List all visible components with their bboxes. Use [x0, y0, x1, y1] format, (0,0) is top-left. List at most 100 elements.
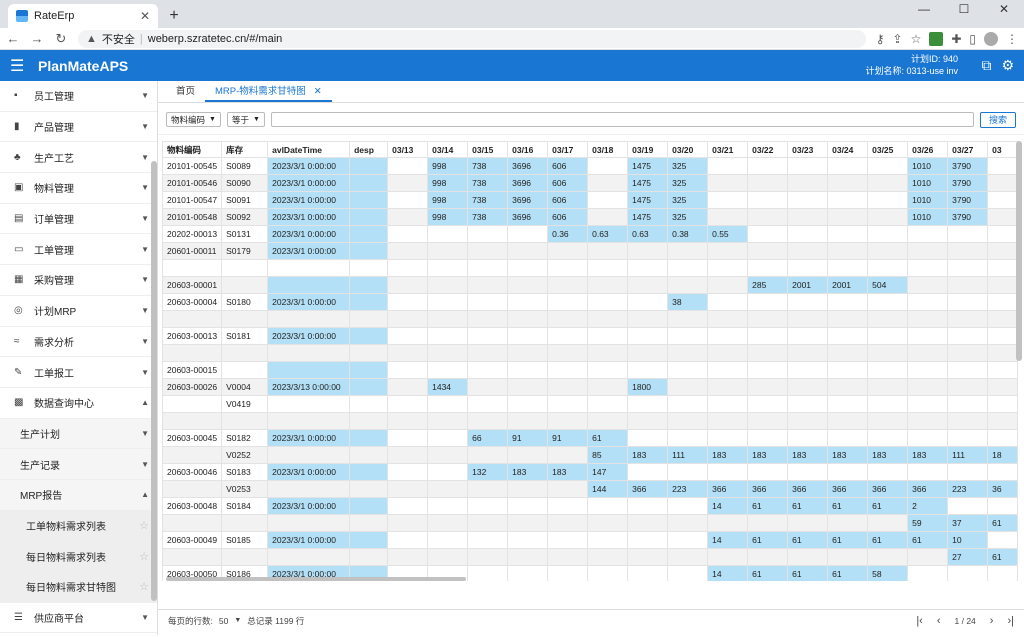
sidebar-scrollbar[interactable]	[151, 161, 157, 601]
column-header[interactable]: 03/24	[827, 141, 869, 158]
table-row[interactable]: 20603-00026 V0004 2023/3/13 0:00:00 1434 180…	[162, 378, 1019, 396]
table-row[interactable]: 20101-00547 S0091 2023/3/1 0:00:00 998 738 36…	[162, 191, 1019, 209]
last-page-icon[interactable]: ›|	[1007, 614, 1014, 627]
sidebar-item-13[interactable]: MRP报告 ▲	[0, 479, 157, 511]
extension-icon[interactable]	[929, 31, 944, 46]
reload-icon[interactable]: ↻	[55, 30, 67, 46]
layout-icon[interactable]: ⧉	[981, 57, 992, 73]
sidebar-item-10[interactable]: ▩ 数据查询中心 ▲	[0, 388, 157, 419]
profile-avatar[interactable]	[984, 31, 998, 46]
sidebar-item-12[interactable]: 生产记录 ▼	[0, 449, 157, 480]
column-header[interactable]: 03/27	[947, 141, 989, 158]
table-row[interactable]: V0253 144 366 223 366 366 366 366 366 366 223 36	[162, 480, 1019, 498]
sidebar-item-3[interactable]: ▣ 物料管理 ▼	[0, 173, 157, 204]
table-row[interactable]: 20101-00548 S0092 2023/3/1 0:00:00 998 738 36…	[162, 208, 1019, 226]
table-row[interactable]: 20603-00046 S0183 2023/3/1 0:00:00 132 183 18…	[162, 463, 1019, 481]
column-header[interactable]: 物料编码	[162, 141, 223, 158]
maximize-icon[interactable]: ☐	[958, 2, 970, 16]
column-header[interactable]: 03/13	[387, 141, 429, 158]
table-row[interactable]: 20603-00045 S0182 2023/3/1 0:00:00 66 91 91 61	[162, 429, 1019, 447]
next-page-icon[interactable]: ›	[989, 614, 994, 627]
sidebar-item-2[interactable]: ♣ 生产工艺 ▼	[0, 142, 157, 174]
column-header[interactable]: 03/18	[587, 141, 629, 158]
close-icon[interactable]: ✕	[313, 86, 322, 97]
table-row[interactable]: 20101-00546 S0090 2023/3/1 0:00:00 998 738 36…	[162, 174, 1019, 192]
table-row[interactable]	[162, 310, 1019, 328]
column-header[interactable]: 03/17	[547, 141, 589, 158]
tab-home[interactable]: 首页	[176, 86, 196, 97]
url-field[interactable]: ▲ 不安全 | weberp.szratetec.cn/#/main	[78, 29, 866, 48]
close-tab-icon[interactable]: ✕	[139, 9, 150, 23]
column-header[interactable]: 库存	[221, 141, 269, 158]
table-row[interactable]: 20202-00013 S0131 2023/3/1 0:00:00 0.36 0.63…	[162, 225, 1019, 243]
table-row[interactable]: 20603-00049 S0185 2023/3/1 0:00:00 14 61 61 61…	[162, 531, 1019, 549]
sidebar-item-15[interactable]: 每日物料需求列表 ☆	[0, 541, 157, 572]
sidebar-item-17[interactable]: ☰ 供应商平台 ▼	[0, 603, 157, 634]
table-row[interactable]	[162, 259, 1019, 277]
sidebar-item-8[interactable]: ≈ 需求分析 ▼	[0, 327, 157, 358]
browser-tab[interactable]: RateErp ✕	[8, 4, 158, 28]
hamburger-menu-icon[interactable]: ☰	[10, 57, 25, 75]
table-row[interactable]: 27 61	[162, 548, 1019, 566]
column-header[interactable]: 03/23	[787, 141, 829, 158]
minimize-icon[interactable]: —	[918, 2, 930, 16]
column-header[interactable]: 03/15	[467, 141, 509, 158]
sidebar-item-1[interactable]: ▮ 产品管理 ▼	[0, 112, 157, 143]
gear-icon[interactable]: ⚙	[1001, 57, 1014, 73]
table-row[interactable]: 20603-00013 S0181 2023/3/1 0:00:00	[162, 327, 1019, 345]
forward-icon[interactable]: →	[30, 31, 44, 46]
bookmark-star-icon[interactable]: ☆	[910, 31, 922, 46]
sidebar-item-11[interactable]: 生产计划 ▼	[0, 418, 157, 450]
sidebar-item-9[interactable]: ✎ 工单报工 ▼	[0, 357, 157, 388]
prev-page-icon[interactable]: ‹	[936, 614, 941, 627]
key-icon[interactable]: ⚷	[875, 31, 885, 46]
browser-menu-icon[interactable]: ⋮	[1006, 31, 1018, 46]
table-row[interactable]: 20603-00004 S0180 2023/3/1 0:00:00 38	[162, 293, 1019, 311]
column-header[interactable]: 03/16	[507, 141, 549, 158]
puzzle-icon[interactable]: ✚	[951, 31, 962, 46]
first-page-icon[interactable]: |‹	[916, 614, 923, 627]
horizontal-scrollbar[interactable]	[166, 577, 466, 581]
filter-value-input[interactable]	[270, 112, 974, 127]
search-button[interactable]: 搜索	[979, 111, 1016, 128]
sidebar-item-5[interactable]: ▭ 工单管理 ▼	[0, 234, 157, 266]
sidebar-item-7[interactable]: ◎ 计划MRP ▼	[0, 296, 157, 327]
favorite-star-icon[interactable]: ☆	[139, 519, 149, 532]
favorite-star-icon[interactable]: ☆	[139, 581, 149, 594]
sidebar-item-14[interactable]: 工单物料需求列表 ☆	[0, 510, 157, 542]
table-row[interactable]: 20603-00015	[162, 361, 1019, 379]
column-header[interactable]: 03/26	[907, 141, 949, 158]
sidepanel-icon[interactable]: ▯	[969, 31, 976, 46]
table-row[interactable]: V0419	[162, 395, 1019, 413]
filter-field-select[interactable]: 物料编码 ▼	[166, 112, 221, 127]
page-size-select[interactable]: 50	[218, 615, 229, 626]
table-row[interactable]: V0252 85 183 111 183 183 183 183 183 183 111 18	[162, 446, 1019, 464]
column-header[interactable]: 03/19	[627, 141, 669, 158]
favorite-star-icon[interactable]: ☆	[139, 550, 149, 563]
close-window-icon[interactable]: ✕	[998, 2, 1010, 16]
share-icon[interactable]: ⇪	[892, 31, 903, 46]
sidebar-item-0[interactable]: ▪ 员工管理 ▼	[0, 81, 157, 112]
sidebar-item-4[interactable]: ▤ 订单管理 ▼	[0, 204, 157, 235]
table-row[interactable]	[162, 344, 1019, 362]
filter-operator-select[interactable]: 等于 ▼	[226, 112, 265, 127]
sidebar-item-6[interactable]: ▦ 采购管理 ▼	[0, 265, 157, 296]
column-header[interactable]: 03	[987, 141, 1019, 158]
table-row[interactable]: 20603-00048 S0184 2023/3/1 0:00:00 14 61 61 61…	[162, 497, 1019, 515]
new-tab-button[interactable]: +	[169, 7, 179, 24]
column-header[interactable]: avlDateTime	[267, 141, 351, 158]
column-header[interactable]: 03/22	[747, 141, 789, 158]
table-row[interactable]	[162, 412, 1019, 430]
back-icon[interactable]: ←	[6, 31, 20, 46]
column-header[interactable]: 03/21	[707, 141, 749, 158]
column-header[interactable]: 03/20	[667, 141, 709, 158]
table-row[interactable]: 59 37 61	[162, 514, 1019, 532]
sidebar-item-16[interactable]: 每日物料需求甘特图 ☆	[0, 572, 157, 603]
table-row[interactable]: 20601-00011 S0179 2023/3/1 0:00:00	[162, 242, 1019, 260]
column-header[interactable]: 03/25	[867, 141, 909, 158]
table-row[interactable]: 20101-00545 S0089 2023/3/1 0:00:00 998 738 36…	[162, 157, 1019, 175]
tab-mrp-gantt[interactable]: MRP-物料需求甘特图 ✕	[205, 82, 332, 102]
vertical-scrollbar[interactable]	[1016, 141, 1022, 361]
column-header[interactable]: desp	[349, 141, 389, 158]
column-header[interactable]: 03/14	[427, 141, 469, 158]
